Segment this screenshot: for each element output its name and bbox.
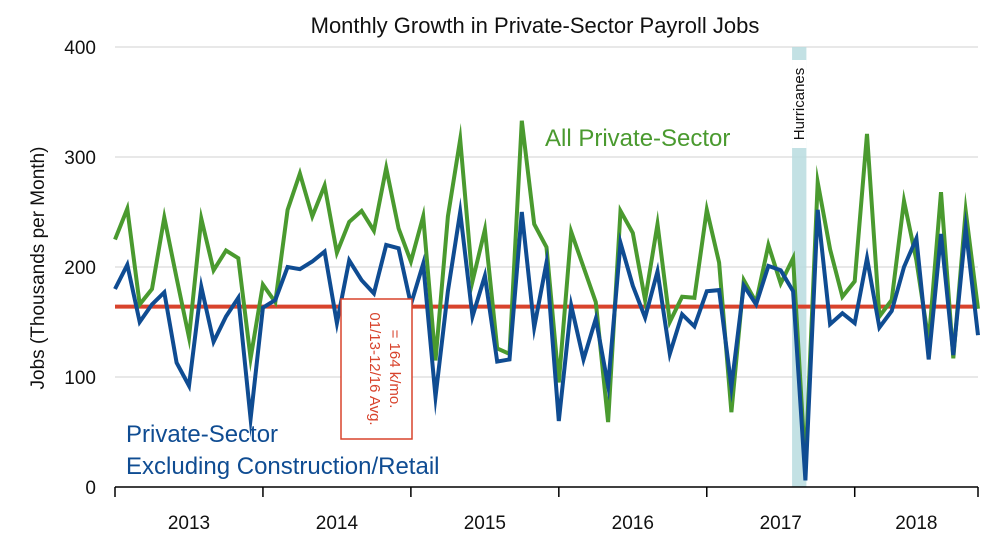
hurricane-band: Hurricanes (791, 47, 808, 487)
average-annotation-box (340, 298, 413, 440)
average-label-line1: 01/13-12/16 Avg. (366, 312, 383, 425)
axes: 2013 2014 2015 2016 2017 2018 (114, 486, 979, 534)
y-axis-label: Jobs (Thousands per Month) (28, 147, 49, 390)
x-tick-2016: 2016 (612, 513, 654, 534)
hurricane-label-bg (792, 60, 807, 148)
y-tick-200: 200 (64, 258, 96, 279)
x-tick-2018: 2018 (895, 513, 937, 534)
x-tick-2014: 2014 (316, 513, 359, 534)
series-line-excl-construction-retail (113, 197, 980, 481)
y-tick-400: 400 (64, 38, 96, 59)
series-label-all-private: All Private-Sector (545, 125, 730, 152)
y-tick-100: 100 (64, 368, 96, 389)
x-tick-2015: 2015 (464, 513, 506, 534)
average-annotation: 01/13-12/16 Avg. = 164 k/mo. (340, 298, 413, 440)
series-line-all-private (113, 120, 980, 468)
hurricane-band-rect (792, 47, 807, 487)
x-tick-2017: 2017 (760, 513, 802, 534)
chart-title: Monthly Growth in Private-Sector Payroll… (311, 13, 760, 38)
hurricane-label: Hurricanes (791, 68, 808, 141)
series-label-excl-line1: Private-Sector (126, 421, 278, 448)
series-label-excl-line2: Excluding Construction/Retail (126, 453, 440, 480)
series-lines (113, 120, 980, 481)
y-tick-300: 300 (64, 148, 96, 169)
gridlines: 0 100 200 300 400 (64, 38, 978, 499)
x-tick-2013: 2013 (168, 513, 210, 534)
y-tick-0: 0 (85, 478, 96, 499)
average-label-line2: = 164 k/mo. (386, 330, 403, 409)
